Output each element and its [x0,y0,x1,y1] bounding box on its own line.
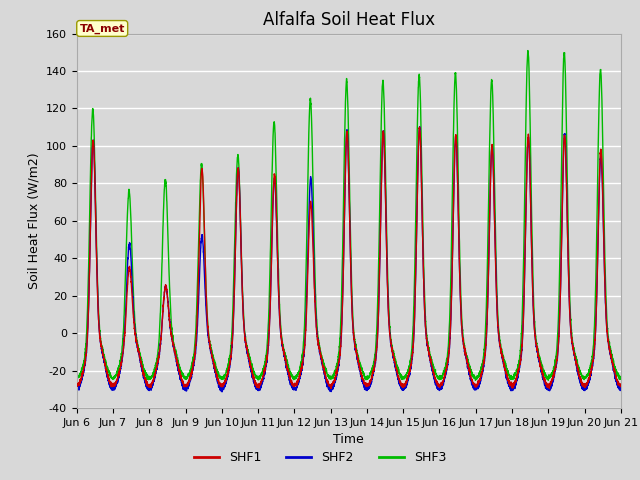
SHF1 [617,383,625,388]
Line: SHF1: SHF1 [77,127,621,388]
SHF2 [416,124,424,130]
SHF3 [471,375,479,381]
SHF3 [171,344,179,349]
SHF3 [524,48,532,53]
SHF2 [329,386,337,392]
SHF2 [471,386,479,392]
SHF3 [502,360,509,366]
SHF1 [616,383,624,389]
SHF2 [617,386,625,392]
Line: SHF2: SHF2 [77,127,621,392]
Line: SHF3: SHF3 [77,50,621,380]
SHF1 [171,348,179,353]
SHF3 [617,375,625,381]
SHF3 [440,367,448,372]
SHF1 [328,382,336,387]
Legend: SHF1, SHF2, SHF3: SHF1, SHF2, SHF3 [189,446,451,469]
SHF1 [502,368,509,373]
Text: TA_met: TA_met [79,24,125,34]
SHF2 [441,375,449,381]
SHF3 [73,376,81,382]
Y-axis label: Soil Heat Flux (W/m2): Soil Heat Flux (W/m2) [28,153,40,289]
SHF2 [502,371,509,377]
SHF2 [171,350,179,356]
SHF1 [73,381,81,387]
SHF2 [218,389,226,395]
SHF3 [328,374,336,380]
SHF2 [73,386,81,392]
SHF1 [545,385,553,391]
SHF1 [416,124,424,130]
SHF3 [472,377,479,383]
Title: Alfalfa Soil Heat Flux: Alfalfa Soil Heat Flux [263,11,435,29]
X-axis label: Time: Time [333,433,364,446]
SHF1 [441,372,449,378]
SHF2 [616,388,624,394]
SHF3 [616,376,624,382]
SHF1 [471,382,479,388]
